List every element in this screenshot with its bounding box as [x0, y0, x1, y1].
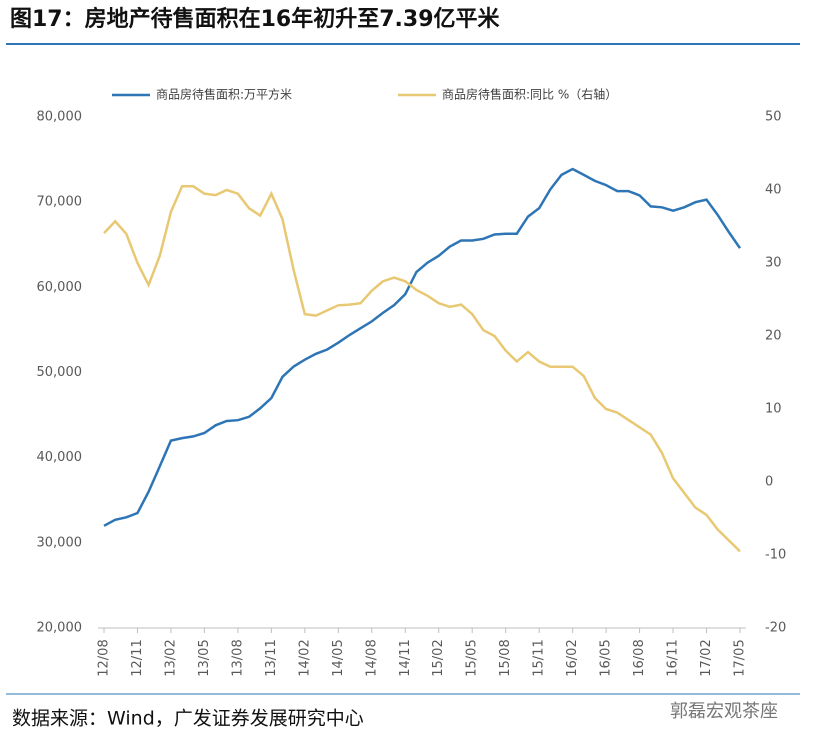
watermark: 郭磊宏观茶座 — [670, 701, 778, 722]
y2-tick-label: 50 — [765, 110, 782, 125]
x-tick-label: 14/08 — [364, 639, 379, 676]
y-tick-label: 40,000 — [37, 450, 83, 465]
y2-tick-label: 20 — [765, 329, 782, 344]
line-series — [103, 167, 742, 527]
x-tick-label: 14/02 — [297, 639, 312, 676]
y-tick-label: 20,000 — [37, 621, 83, 636]
x-tick-label: 16/05 — [599, 639, 614, 676]
y-tick-label: 30,000 — [37, 535, 83, 550]
y2-tick-label: 30 — [765, 256, 782, 271]
x-tick-label: 15/02 — [431, 639, 446, 676]
chart-title: 图17：房地产待售面积在16年初升至7.39亿平米 — [10, 6, 501, 32]
legend-label: 商品房待售面积:万平方米 — [156, 87, 292, 102]
y2-tick-label: -10 — [765, 548, 786, 563]
x-tick-label: 13/08 — [230, 639, 245, 676]
x-tick-label: 17/02 — [699, 639, 714, 676]
x-tick-label: 16/08 — [632, 639, 647, 676]
x-tick-label: 15/08 — [498, 639, 513, 676]
legend-label: 商品房待售面积:同比 %（右轴） — [442, 87, 617, 102]
y-tick-label: 80,000 — [37, 110, 83, 125]
y2-tick-label: 10 — [765, 402, 782, 417]
x-tick-label: 15/11 — [532, 639, 547, 676]
x-tick-label: 13/02 — [163, 639, 178, 676]
y2-tick-label: 0 — [765, 475, 773, 490]
x-tick-label: 16/02 — [565, 639, 580, 676]
x-tick-label: 14/05 — [331, 639, 346, 676]
x-tick-label: 16/11 — [666, 639, 681, 676]
y-tick-label: 70,000 — [37, 195, 83, 210]
x-tick-label: 17/05 — [733, 639, 748, 676]
x-tick-label: 14/11 — [398, 639, 413, 676]
x-tick-label: 12/11 — [130, 639, 145, 676]
y-tick-label: 50,000 — [37, 365, 83, 380]
x-tick-label: 15/05 — [465, 639, 480, 676]
line-series — [103, 185, 741, 553]
y-tick-label: 60,000 — [37, 280, 83, 295]
source: 数据来源：Wind，广发证券发展研究中心 — [12, 708, 364, 730]
y2-tick-label: 40 — [765, 183, 782, 198]
x-tick-label: 12/08 — [97, 639, 112, 676]
x-tick-label: 13/05 — [197, 639, 212, 676]
x-tick-label: 13/11 — [264, 639, 279, 676]
y2-tick-label: -20 — [765, 621, 786, 636]
